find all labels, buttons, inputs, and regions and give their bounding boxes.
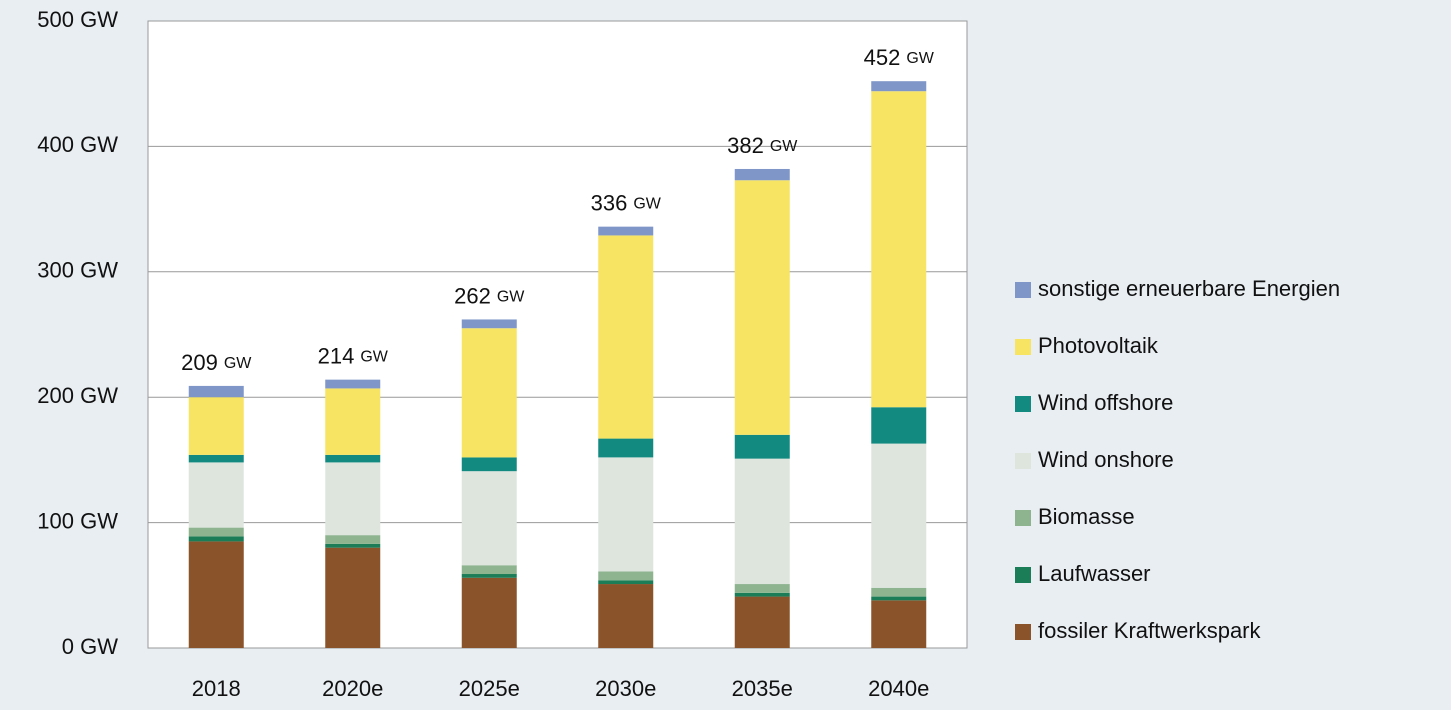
bar-segment (734, 458, 790, 585)
legend-swatch (1015, 567, 1031, 583)
x-tick-label: 2020e (322, 676, 383, 701)
total-label: 452 GW (864, 45, 935, 70)
bar-segment (871, 596, 927, 601)
total-unit: GW (633, 196, 661, 213)
bar-segment (188, 462, 244, 528)
y-tick-label: 500 GW (37, 7, 118, 32)
legend-swatch (1015, 396, 1031, 412)
bar-segment (734, 584, 790, 593)
bar-segment (598, 571, 654, 581)
total-unit: GW (770, 138, 798, 155)
x-tick-label: 2030e (595, 676, 656, 701)
y-tick-label: 400 GW (37, 132, 118, 157)
bar-segment (461, 328, 517, 458)
legend-swatch (1015, 510, 1031, 526)
bar-segment (461, 457, 517, 472)
bar-segment (325, 547, 381, 648)
legend-label: fossiler Kraftwerkspark (1038, 618, 1262, 643)
y-tick-label: 300 GW (37, 258, 118, 283)
bar-segment (598, 584, 654, 648)
total-value: 214 (318, 343, 355, 368)
total-value: 382 (727, 133, 764, 158)
legend-label: Wind offshore (1038, 390, 1173, 415)
legend-swatch (1015, 282, 1031, 298)
bar-segment (871, 443, 927, 588)
bar-segment (734, 168, 790, 181)
legend-label: Photovoltaik (1038, 333, 1159, 358)
bar-segment (461, 577, 517, 648)
y-tick-label: 100 GW (37, 508, 118, 533)
bar-segment (598, 226, 654, 236)
bar-segment (734, 592, 790, 597)
bar-segment (325, 535, 381, 544)
bar-segment (461, 565, 517, 575)
bar-segment (461, 471, 517, 566)
bar-segment (871, 600, 927, 648)
bar-segment (598, 457, 654, 572)
total-label: 336 GW (591, 190, 662, 215)
bar-segment (325, 462, 381, 536)
x-tick-label: 2035e (732, 676, 793, 701)
bar-segment (734, 180, 790, 435)
bar-segment (871, 91, 927, 408)
total-value: 452 (864, 45, 901, 70)
x-tick-label: 2040e (868, 676, 929, 701)
bar-segment (871, 81, 927, 92)
bar-segment (188, 397, 244, 455)
legend-swatch (1015, 624, 1031, 640)
bar-segment (188, 454, 244, 463)
x-tick-label: 2018 (192, 676, 241, 701)
total-unit: GW (497, 289, 525, 306)
bar-segment (734, 434, 790, 459)
bar-segment (734, 596, 790, 648)
legend-label: Laufwasser (1038, 561, 1151, 586)
bar-segment (325, 454, 381, 463)
total-value: 262 (454, 283, 491, 308)
bar-segment (325, 379, 381, 389)
bar-segment (325, 543, 381, 548)
legend-swatch (1015, 339, 1031, 355)
bar-segment (461, 319, 517, 329)
total-label: 209 GW (181, 350, 252, 375)
bar-segment (188, 385, 244, 398)
total-unit: GW (360, 349, 388, 366)
bar-segment (598, 235, 654, 439)
y-tick-label: 200 GW (37, 383, 118, 408)
bar-segment (871, 587, 927, 597)
total-label: 214 GW (318, 343, 389, 368)
bar-segment (188, 536, 244, 542)
total-label: 382 GW (727, 133, 798, 158)
legend-label: Wind onshore (1038, 447, 1174, 472)
total-value: 209 (181, 350, 218, 375)
bar-segment (325, 388, 381, 455)
bar-segment (871, 407, 927, 444)
total-label: 262 GW (454, 283, 525, 308)
bar-segment (598, 438, 654, 458)
bar-segment (598, 580, 654, 585)
plot-area (147, 20, 968, 649)
total-unit: GW (906, 50, 934, 67)
bar-segment (461, 574, 517, 578)
total-value: 336 (591, 190, 628, 215)
bar-segment (188, 541, 244, 648)
y-tick-label: 0 GW (62, 634, 118, 659)
legend-swatch (1015, 453, 1031, 469)
x-tick-label: 2025e (459, 676, 520, 701)
legend-label: Biomasse (1038, 504, 1135, 529)
bar-segment (188, 527, 244, 537)
legend-label: sonstige erneuerbare Energien (1038, 276, 1340, 301)
total-unit: GW (224, 355, 252, 372)
